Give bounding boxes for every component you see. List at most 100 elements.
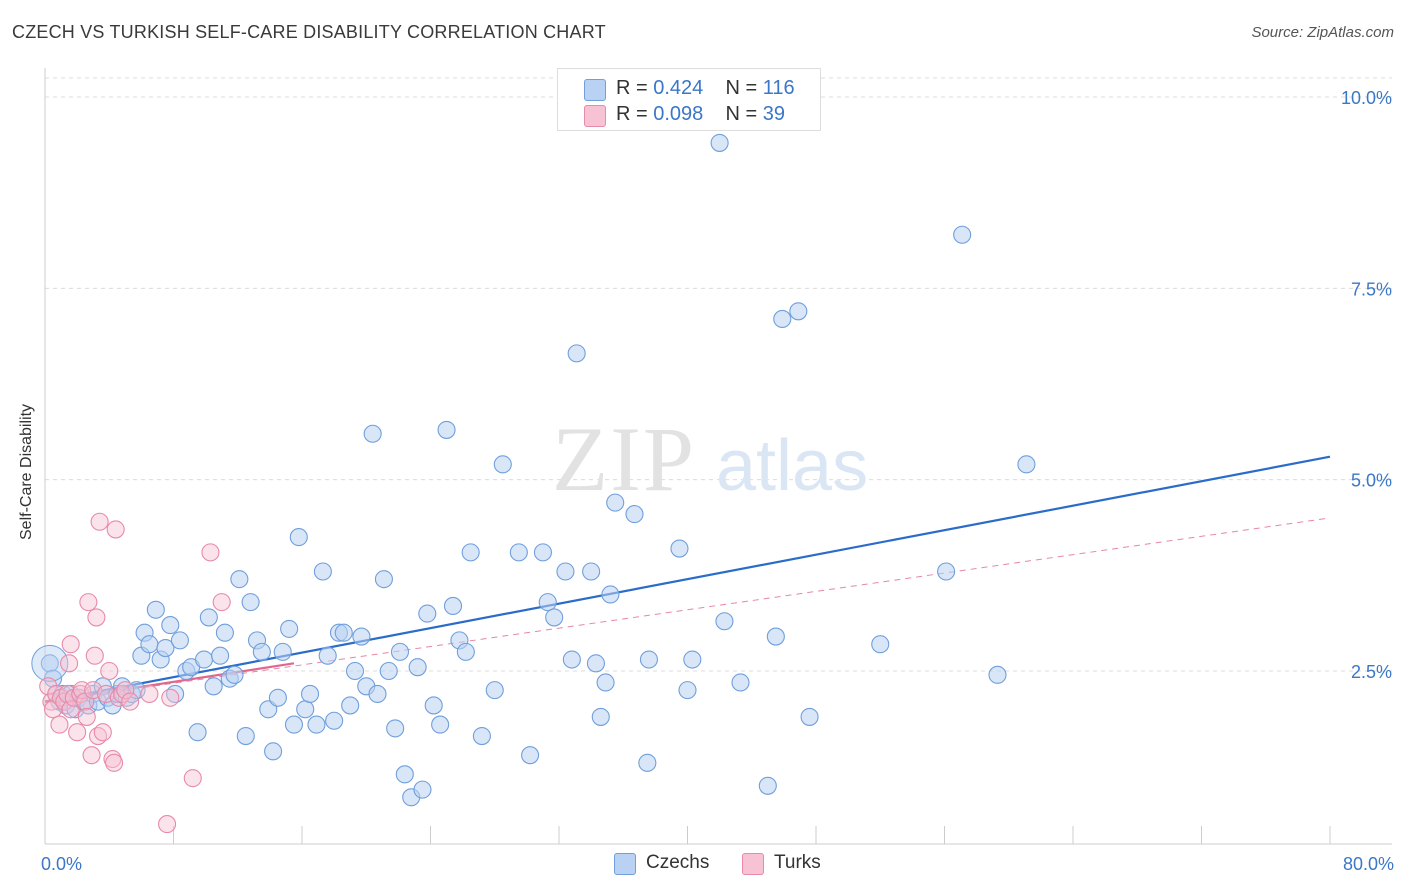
czechs-point xyxy=(1017,455,1036,474)
turks-point xyxy=(161,688,180,707)
czechs-point xyxy=(296,700,315,719)
turks-point xyxy=(105,753,124,772)
czechs-point xyxy=(156,638,175,658)
czechs-point xyxy=(937,562,956,581)
czechs-point xyxy=(562,650,581,669)
czechs-point xyxy=(533,543,552,562)
czechs-point xyxy=(241,593,260,612)
czechs-point xyxy=(211,646,230,665)
czechs-point xyxy=(374,570,393,589)
turks-point xyxy=(77,707,96,726)
x-tick-label: 80.0% xyxy=(1343,854,1394,874)
czechs-point xyxy=(472,727,491,746)
watermark: ZIP atlas xyxy=(552,408,868,510)
czechs-point xyxy=(368,684,387,704)
watermark-atlas: atlas xyxy=(716,426,868,506)
turks-point xyxy=(60,654,79,673)
czechs-point xyxy=(390,642,410,661)
watermark-zip: ZIP xyxy=(552,408,696,510)
czechs-point xyxy=(273,642,292,661)
czechs-point xyxy=(413,780,432,799)
czechs-point xyxy=(140,635,159,654)
turks-swatch xyxy=(584,105,606,127)
czechs-point xyxy=(556,562,575,581)
czechs-point xyxy=(456,642,475,661)
turks-point xyxy=(212,593,231,612)
data-points xyxy=(31,133,1036,834)
czechs-point xyxy=(758,776,777,795)
y-tick-label: 2.5% xyxy=(1351,662,1392,682)
czechs-point xyxy=(789,302,808,321)
stats-legend: R = 0.424 N = 116 R = 0.098 N = 39 xyxy=(557,68,821,131)
turks-r-label: R = xyxy=(616,103,648,125)
y-tick-label: 7.5% xyxy=(1351,279,1392,299)
czechs-point xyxy=(386,719,405,738)
bottom-turks-swatch xyxy=(742,853,764,875)
turks-point xyxy=(85,646,104,665)
czechs-point xyxy=(591,707,610,726)
czechs-n-value: 116 xyxy=(762,77,795,99)
czechs-point xyxy=(284,715,304,734)
czechs-point xyxy=(606,493,625,512)
turks-point xyxy=(201,543,220,562)
czechs-point xyxy=(268,688,287,707)
czechs-point xyxy=(638,753,657,772)
czechs-point xyxy=(731,673,750,692)
czechs-point xyxy=(170,631,189,650)
turks-point xyxy=(79,593,98,612)
czechs-point xyxy=(766,627,785,646)
czechs-point xyxy=(225,665,244,684)
czechs-point xyxy=(639,650,659,669)
czechs-point xyxy=(953,225,972,244)
czechs-point xyxy=(204,677,223,696)
axes xyxy=(44,68,1392,845)
czechs-point xyxy=(199,608,218,627)
turks-point xyxy=(106,520,125,539)
turks-point xyxy=(158,815,177,834)
czechs-point xyxy=(395,765,414,784)
czechs-point xyxy=(352,627,371,646)
turks-point xyxy=(82,746,101,765)
czechs-point xyxy=(710,133,729,152)
turks-trend-extended xyxy=(44,517,1331,703)
czechs-point xyxy=(582,562,601,581)
turks-point xyxy=(183,769,202,788)
czechs-point xyxy=(146,600,165,619)
czechs-point xyxy=(678,681,697,700)
turks-point xyxy=(68,723,87,742)
czechs-point xyxy=(230,570,249,589)
x-tick-label: 0.0% xyxy=(41,854,82,874)
czechs-point xyxy=(408,658,427,677)
czechs-point xyxy=(545,608,564,627)
y-tick-label: 10.0% xyxy=(1341,88,1392,108)
czechs-point xyxy=(345,661,365,681)
czechs-point xyxy=(670,539,689,558)
czechs-point xyxy=(871,635,890,654)
czechs-point xyxy=(431,715,450,734)
czechs-swatch xyxy=(584,79,606,101)
czechs-point xyxy=(280,619,299,638)
czechs-point xyxy=(318,646,337,665)
turks-point xyxy=(116,681,135,700)
turks-n-label: N = xyxy=(725,103,758,125)
czechs-point xyxy=(418,604,437,623)
czechs-point xyxy=(800,707,819,726)
czechs-point xyxy=(988,665,1007,684)
y-axis-label: Self-Care Disability xyxy=(18,403,35,540)
bottom-czechs-label: Czechs xyxy=(646,852,710,873)
turks-point xyxy=(121,692,140,711)
czechs-point xyxy=(521,746,540,765)
czechs-point xyxy=(334,623,353,642)
czechs-point xyxy=(215,623,234,642)
y-tick-label: 5.0% xyxy=(1351,471,1392,491)
czechs-point xyxy=(586,654,605,673)
czechs-cluster-point xyxy=(31,644,69,682)
turks-point xyxy=(50,715,69,734)
bottom-turks-label: Turks xyxy=(774,852,821,873)
czechs-point xyxy=(194,650,214,669)
czechs-point xyxy=(461,543,480,562)
czechs-point xyxy=(509,543,528,562)
czechs-point xyxy=(307,715,326,734)
czechs-point xyxy=(493,455,512,474)
